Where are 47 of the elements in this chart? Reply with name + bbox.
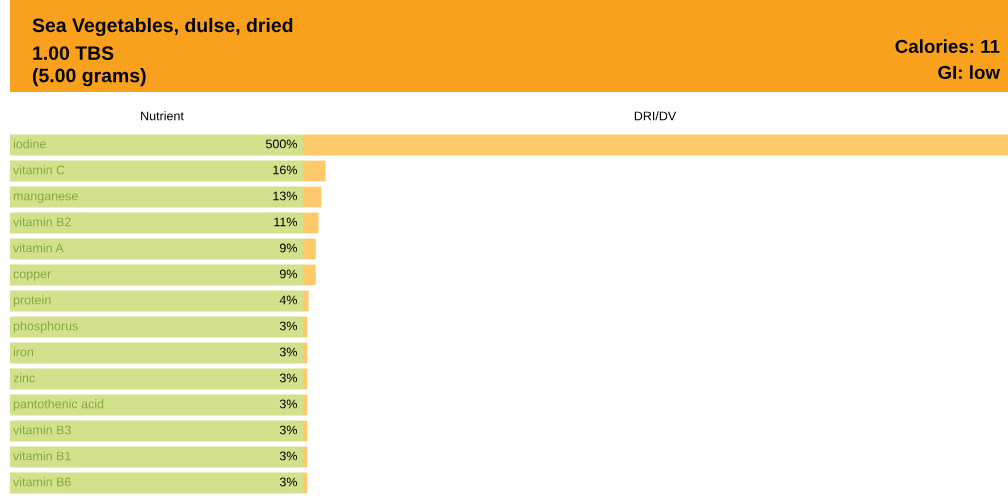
data-label: 16% bbox=[273, 165, 297, 175]
bar bbox=[303, 368, 308, 390]
text: DRI/DV bbox=[634, 111, 677, 121]
data-label: 3% bbox=[279, 425, 297, 435]
bar bbox=[303, 160, 326, 182]
y-tick-label: vitamin A bbox=[13, 243, 64, 253]
y-tick-label: iodine bbox=[13, 139, 46, 149]
y-tick-label: copper bbox=[13, 271, 52, 281]
bar bbox=[303, 290, 309, 312]
text: GI: low bbox=[938, 65, 1001, 80]
y-tick-label: pantothenic acid bbox=[13, 399, 104, 411]
data-label: 3% bbox=[279, 373, 297, 383]
y-tick-label: vitamin B3 bbox=[13, 425, 71, 435]
bar bbox=[303, 472, 308, 494]
text: Calories: 11 bbox=[895, 39, 1000, 54]
y-tick-label: iron bbox=[13, 347, 34, 357]
data-label: 3% bbox=[279, 399, 297, 409]
bar bbox=[303, 342, 308, 364]
data-label: 3% bbox=[279, 321, 297, 331]
y-tick-label: vitamin B2 bbox=[13, 217, 71, 227]
text: Nutrient bbox=[141, 111, 184, 121]
text: 1.00 TBS (5.00 grams) bbox=[32, 46, 146, 87]
bar bbox=[303, 316, 308, 338]
data-label: 13% bbox=[273, 191, 297, 201]
data-label: 3% bbox=[279, 451, 297, 461]
y-tick-label: protein bbox=[13, 295, 51, 307]
y-tick-label: vitamin B6 bbox=[13, 477, 71, 487]
y-tick-label: phosphorus bbox=[13, 321, 78, 333]
y-tick-label: manganese bbox=[13, 193, 78, 203]
bar bbox=[303, 238, 316, 260]
data-label: 4% bbox=[279, 295, 297, 305]
y-tick-label: vitamin B1 bbox=[13, 451, 71, 461]
bar bbox=[303, 264, 316, 286]
data-label: 9% bbox=[279, 243, 297, 253]
bar bbox=[303, 394, 308, 416]
bar bbox=[303, 420, 308, 442]
bar bbox=[303, 212, 319, 234]
bar bbox=[303, 446, 308, 468]
data-label: 11% bbox=[274, 217, 297, 227]
y-tick-label: zinc bbox=[13, 373, 35, 383]
data-label: 3% bbox=[279, 477, 297, 487]
y-tick-label: vitamin C bbox=[13, 165, 65, 175]
data-label: 9% bbox=[279, 269, 297, 279]
data-label: 500% bbox=[265, 139, 297, 149]
data-label: 3% bbox=[279, 347, 297, 357]
bar bbox=[303, 186, 322, 208]
chart-title: Sea Vegetables, dulse, dried bbox=[32, 17, 293, 37]
